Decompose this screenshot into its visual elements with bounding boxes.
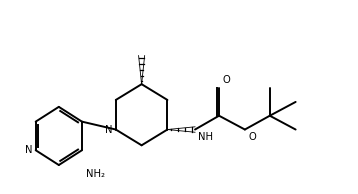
Text: O: O bbox=[248, 133, 256, 142]
Text: N: N bbox=[105, 125, 112, 134]
Text: NH: NH bbox=[198, 133, 213, 142]
Text: NH₂: NH₂ bbox=[86, 169, 105, 179]
Text: O: O bbox=[223, 75, 230, 85]
Text: N: N bbox=[25, 145, 32, 155]
